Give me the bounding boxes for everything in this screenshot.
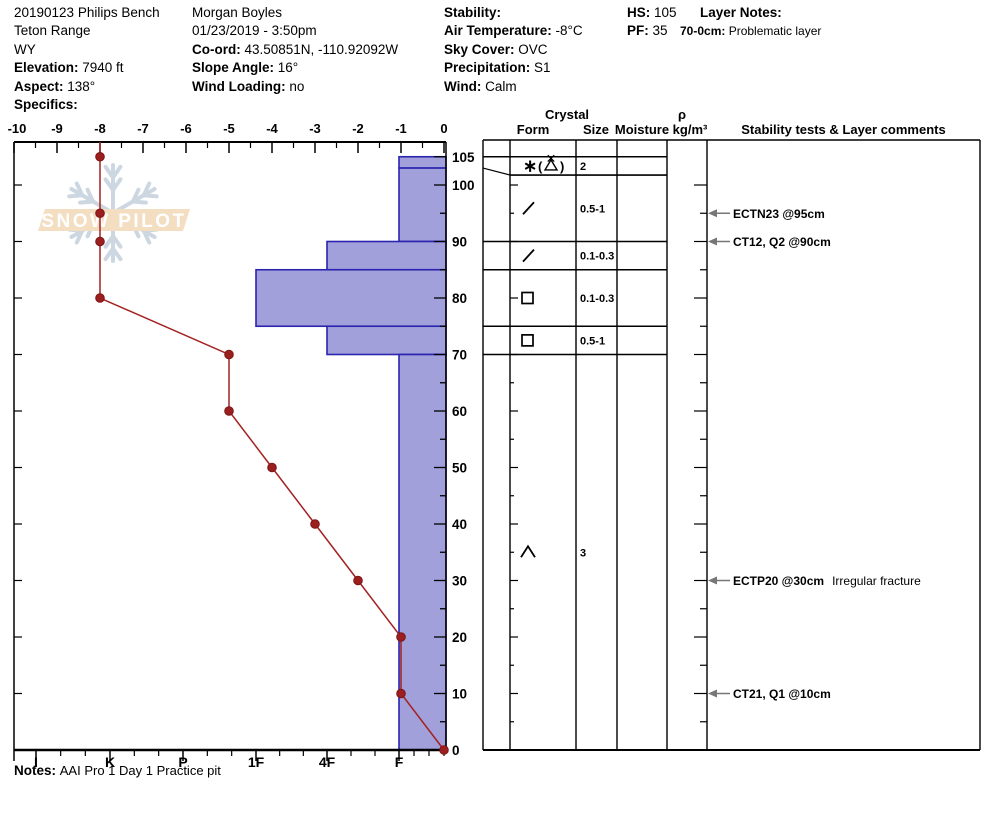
conditions: Stability: Air Temperature: -8°C Sky Cove… xyxy=(444,4,583,96)
observer-info-line: Co-ord: 43.50851N, -110.92092W xyxy=(192,41,399,57)
pit-id-location-line: 20190123 Philips Bench xyxy=(14,5,160,20)
svg-text:Size: Size xyxy=(583,122,609,137)
svg-text:0.1-0.3: 0.1-0.3 xyxy=(580,251,614,263)
svg-text:I: I xyxy=(34,754,38,770)
plot-axes: -10 -9 -8 -7 -6 -5 -4 -3 -2 -1 0105100908070605040… xyxy=(8,121,475,770)
svg-text:2: 2 xyxy=(580,161,586,173)
notes-text: AAI Pro 1 Day 1 Practice pit xyxy=(59,763,221,778)
observer-info: Morgan Boyles 01/23/2019 - 3:50pm Co-ord: … xyxy=(192,4,398,96)
conditions-line: Precipitation: S1 xyxy=(444,60,551,76)
svg-text:0.1-0.3: 0.1-0.3 xyxy=(580,293,614,305)
conditions-line: Air Temperature: -8°C xyxy=(444,23,583,39)
svg-text:-2: -2 xyxy=(352,121,364,136)
svg-text:105: 105 xyxy=(452,150,475,165)
svg-text:0: 0 xyxy=(452,743,460,758)
conditions-line: Wind: Calm xyxy=(444,78,517,94)
svg-text:10: 10 xyxy=(452,687,467,702)
observer-info-line: Morgan Boyles xyxy=(192,5,283,20)
pit-id-location-line: Teton Range xyxy=(14,23,91,39)
layer-notes: Layer Notes: 70-0cm: Problematic layer xyxy=(680,4,821,41)
svg-text:40: 40 xyxy=(452,517,467,532)
totals: HS: 105 PF: 35 xyxy=(627,4,677,41)
pit-id-location: 20190123 Philips Bench Teton Range WY Eleva… xyxy=(14,4,160,114)
svg-text:-5: -5 xyxy=(223,121,235,136)
svg-text:100: 100 xyxy=(452,178,475,193)
svg-text:-1: -1 xyxy=(395,121,407,136)
notes-label: Notes: xyxy=(14,763,60,778)
hardness-bars xyxy=(255,155,447,751)
svg-text:3: 3 xyxy=(580,547,586,559)
svg-text:0.5-1: 0.5-1 xyxy=(580,203,605,215)
svg-text:90: 90 xyxy=(452,235,467,250)
svg-text:1F: 1F xyxy=(248,754,265,770)
observer-info-line: Slope Angle: 16° xyxy=(192,60,299,76)
comments-panel: ECTN23 @95cm CT12, Q2 @90cm ECTP20 @30cm Ir… xyxy=(708,207,921,701)
svg-text:Form: Form xyxy=(517,122,550,137)
svg-text:60: 60 xyxy=(452,404,467,419)
conditions-line: Sky Cover: OVC xyxy=(444,41,548,57)
svg-text:SNOW PILOT: SNOW PILOT xyxy=(41,211,186,232)
svg-text:kg/m³: kg/m³ xyxy=(673,122,708,137)
svg-text:-4: -4 xyxy=(266,121,278,136)
svg-text:80: 80 xyxy=(452,291,467,306)
svg-text:0.5-1: 0.5-1 xyxy=(580,335,605,347)
svg-text:-6: -6 xyxy=(180,121,192,136)
svg-text:70: 70 xyxy=(452,348,467,363)
pit-notes: Notes: AAI Pro 1 Day 1 Practice pit xyxy=(14,763,221,778)
svg-text:-7: -7 xyxy=(137,121,149,136)
svg-text:Crystal: Crystal xyxy=(545,107,589,122)
svg-text:30: 30 xyxy=(452,574,467,589)
svg-text:Moisture: Moisture xyxy=(615,122,669,137)
layer-notes-line: 70-0cm: Problematic layer xyxy=(680,24,822,39)
svg-text:Stability tests & Layer commen: Stability tests & Layer comments xyxy=(741,122,945,137)
pit-id-location-line: WY xyxy=(14,41,36,57)
layer-notes-line: Layer Notes: xyxy=(700,5,782,20)
svg-text:K: K xyxy=(105,754,115,770)
observer-info-line: 01/23/2019 - 3:50pm xyxy=(192,23,317,39)
svg-text:-9: -9 xyxy=(51,121,63,136)
pit-id-location-line: Aspect: 138° xyxy=(14,78,96,94)
svg-text:20: 20 xyxy=(452,630,467,645)
svg-text:(: ( xyxy=(538,159,543,174)
pit-id-location-line: Specifics: xyxy=(14,97,78,113)
temperature-line xyxy=(95,142,449,755)
svg-text:CT12, Q2 @90cm: CT12, Q2 @90cm xyxy=(733,235,831,249)
pit-id-location-line: Elevation: 7940 ft xyxy=(14,60,124,76)
svg-text:P: P xyxy=(178,754,187,770)
svg-text:0: 0 xyxy=(440,121,447,136)
svg-text:50: 50 xyxy=(452,461,467,476)
observer-info-line: Wind Loading: no xyxy=(192,78,305,94)
svg-text:ECTN23 @95cm: ECTN23 @95cm xyxy=(733,207,825,221)
svg-text:CT21, Q1 @10cm: CT21, Q1 @10cm xyxy=(733,687,831,701)
svg-text:4F: 4F xyxy=(319,754,336,770)
totals-line: PF: 35 xyxy=(627,23,668,39)
totals-line: HS: 105 xyxy=(627,5,677,20)
svg-text:F: F xyxy=(395,754,404,770)
conditions-line: Stability: xyxy=(444,5,502,20)
svg-text:-10: -10 xyxy=(8,121,27,136)
svg-text:∗: ∗ xyxy=(523,156,537,175)
svg-text:): ) xyxy=(560,159,564,174)
svg-text:-8: -8 xyxy=(94,121,106,136)
watermark: SNOW PILOT xyxy=(38,163,190,263)
svg-text:-3: -3 xyxy=(309,121,321,136)
svg-text:ρ: ρ xyxy=(678,107,686,122)
